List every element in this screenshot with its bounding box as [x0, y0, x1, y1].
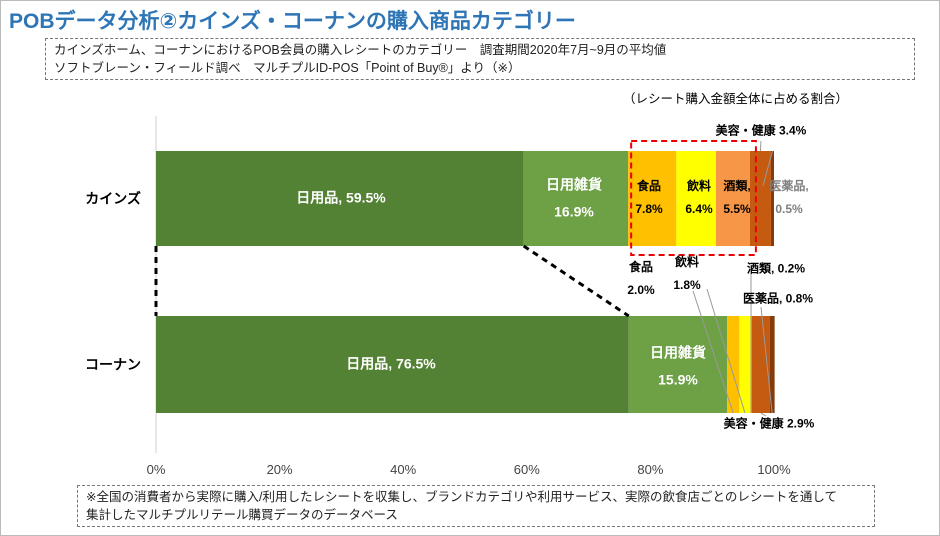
- x-tick-label: 20%: [267, 462, 293, 477]
- bar-segment: [727, 316, 740, 413]
- x-tick-label: 80%: [637, 462, 663, 477]
- x-tick-label: 0%: [147, 462, 166, 477]
- bar-segment: [628, 151, 677, 246]
- leader-line: [760, 306, 773, 414]
- bar-segment: [770, 151, 774, 246]
- value-label: 日用品, 59.5%: [296, 189, 386, 206]
- bar-segment: [156, 151, 524, 246]
- leader-line: [760, 412, 767, 417]
- leader-line: [706, 288, 746, 414]
- bar-segment: [523, 151, 629, 246]
- header-box: カインズホーム、コーナンにおけるPOB会員の購入レシートのカテゴリー 調査期間2…: [45, 38, 915, 81]
- value-label: 日用雑貨 15.9%: [650, 344, 706, 387]
- footer-line: ※全国の消費者から実際に購入/利用したレシートを収集し、ブランドカテゴリや利用サ…: [86, 490, 837, 504]
- value-label: 美容・健康 2.9%: [723, 416, 815, 431]
- value-label: 酒類, 0.2%: [746, 261, 806, 276]
- header-line: ソフトブレーン・フィールド調べ マルチプルID-POS「Point of Buy…: [54, 61, 521, 76]
- bar-segment: [156, 316, 629, 413]
- value-label: 医薬品, 0.8%: [742, 291, 814, 306]
- category-label: コーナン: [85, 357, 141, 373]
- bar-segment: [676, 151, 716, 246]
- bar-segment: [769, 316, 775, 413]
- bar-segment: [749, 151, 771, 246]
- connector: [522, 244, 630, 318]
- leader-line: [692, 290, 734, 414]
- x-tick-label: 60%: [514, 462, 540, 477]
- footer-line: 集計したマルチプルリテール購買データのデータベース: [86, 508, 398, 523]
- chart-note: （レシート購入金額全体に占める割合）: [623, 92, 849, 106]
- category-label: カインズ: [85, 191, 141, 207]
- x-tick-label: 40%: [390, 462, 416, 477]
- leader-line: [762, 150, 773, 187]
- value-label: 食品 2.0%: [627, 260, 655, 297]
- header-line: カインズホーム、コーナンにおけるPOB会員の購入レシートのカテゴリー 調査期間2…: [54, 43, 667, 57]
- highlight-box: [630, 140, 757, 256]
- value-label: 飲料 6.4%: [685, 179, 713, 216]
- bar-segment: [739, 316, 751, 413]
- value-label: 日用品, 76.5%: [346, 355, 436, 372]
- bar-segment: [715, 151, 750, 246]
- leader-line: [759, 140, 762, 152]
- value-label: 食品 7.8%: [635, 179, 663, 216]
- value-label: 酒類, 5.5%: [723, 179, 751, 216]
- x-tick-label: 100%: [757, 462, 791, 477]
- value-label: 飲料 1.8%: [673, 255, 701, 292]
- page-title: POBデータ分析②カインズ・コーナンの購入商品カテゴリー: [9, 10, 576, 33]
- value-label: 日用雑貨 16.9%: [546, 176, 602, 219]
- value-label: 美容・健康 3.4%: [715, 123, 807, 138]
- bar-segment: [628, 316, 728, 413]
- footer-box: ※全国の消費者から実際に購入/利用したレシートを収集し、ブランドカテゴリや利用サ…: [77, 485, 875, 528]
- value-label: 医薬品, 0.5%: [769, 179, 809, 216]
- bar-segment: [751, 316, 770, 413]
